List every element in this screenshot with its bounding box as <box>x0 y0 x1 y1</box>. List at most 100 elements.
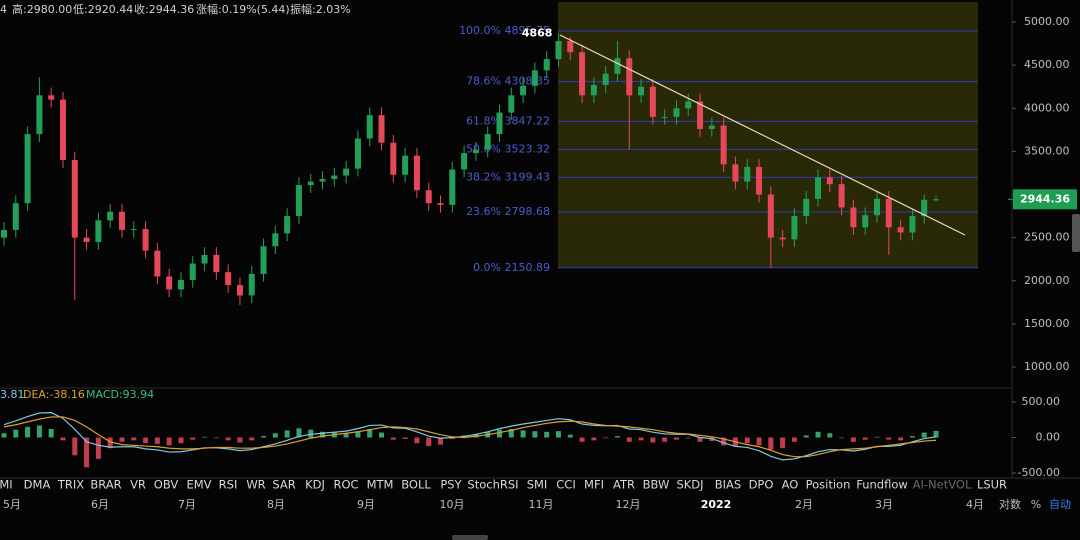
indicator-tab[interactable]: KDJ <box>305 478 325 492</box>
x-axis-label: 12月 <box>616 498 641 511</box>
candle-body <box>59 99 66 161</box>
macd-bar <box>673 437 679 440</box>
x-axis-label: 6月 <box>91 498 109 511</box>
macd-bar <box>815 431 821 438</box>
indicator-tab[interactable]: BRAR <box>90 478 121 492</box>
candle-body <box>36 95 43 135</box>
indicator-tab[interactable]: TRIX <box>57 478 84 492</box>
macd-bar <box>508 428 514 438</box>
indicator-tab[interactable]: SAR <box>272 478 295 492</box>
candle-body <box>638 86 645 96</box>
last-price-label: 2944.36 <box>1020 192 1070 205</box>
peak-label: 4868 <box>522 26 553 39</box>
candle-body <box>236 285 243 296</box>
candle-body <box>697 101 704 129</box>
indicator-tab[interactable]: ROC <box>333 478 358 492</box>
macd-bar <box>449 437 455 439</box>
scale-option[interactable]: 对数 <box>999 497 1021 511</box>
indicator-tab[interactable]: DMA <box>24 478 51 492</box>
candle-body <box>779 237 786 240</box>
candle-body <box>272 233 279 247</box>
indicator-tab[interactable]: MFI <box>584 478 604 492</box>
macd-bar <box>921 432 927 438</box>
trendline <box>559 34 966 236</box>
indicator-tab[interactable]: Position <box>806 478 851 492</box>
indicator-tab[interactable]: RSI <box>219 478 238 492</box>
indicator-tab[interactable]: PSY <box>440 478 462 492</box>
candle-body <box>626 58 633 96</box>
indicator-tab[interactable]: SMI <box>527 478 548 492</box>
candle-body <box>791 216 798 240</box>
candle-body <box>366 115 373 139</box>
macd-bar <box>390 437 396 440</box>
macd-bar <box>154 437 160 444</box>
candle-body <box>744 166 751 182</box>
candle-body <box>24 134 31 204</box>
indicator-tab[interactable]: MTM <box>367 478 394 492</box>
indicator-tab[interactable]: EMV <box>186 478 211 492</box>
candle-body <box>425 190 432 204</box>
candle-body <box>142 229 149 251</box>
indicator-tab[interactable]: SKDJ <box>676 478 703 492</box>
indicator-tab[interactable]: ATR <box>613 478 635 492</box>
indicator-tab[interactable]: VR <box>130 478 146 492</box>
indicator-tab[interactable]: AI-NetVOL <box>913 478 972 492</box>
macd-bar <box>685 437 691 439</box>
fib-label: 100.0% 4895.75 <box>459 24 550 37</box>
candle-body <box>295 185 302 217</box>
indicator-tab[interactable]: MI <box>0 478 13 492</box>
candle-body <box>732 164 739 182</box>
macd-bar <box>496 429 502 438</box>
side-handle[interactable] <box>1072 214 1080 252</box>
candle-body <box>107 211 114 221</box>
indicator-tab[interactable]: Fundflow <box>856 478 908 492</box>
candle-body <box>118 211 125 230</box>
y-tick-label: 4000.00 <box>1024 101 1070 114</box>
macd-bar <box>414 437 420 444</box>
indicator-tab[interactable]: CCI <box>556 478 575 492</box>
last-price-tag <box>1013 189 1077 210</box>
x-axis-label: 3月 <box>875 498 893 511</box>
macd-bar <box>626 437 632 442</box>
indicator-tab[interactable]: BOLL <box>401 478 431 492</box>
candle-body <box>260 246 267 274</box>
candle-body <box>284 216 291 234</box>
macd-bar <box>803 435 809 438</box>
indicator-tab[interactable]: DPO <box>749 478 774 492</box>
candle-body <box>909 216 916 233</box>
indicator-tab[interactable]: AO <box>782 478 799 492</box>
macd-bar <box>272 433 278 438</box>
candle-body <box>484 134 491 150</box>
indicator-tab[interactable]: BBW <box>643 478 670 492</box>
info-item: 收:2944.36 <box>134 2 194 16</box>
candle-body <box>921 199 928 217</box>
macd-bar <box>638 437 644 441</box>
indicator-tab[interactable]: WR <box>246 478 265 492</box>
macd-bar <box>84 437 90 468</box>
macd-bar <box>143 437 149 444</box>
candle-body <box>508 95 515 113</box>
candle-body <box>12 203 19 230</box>
macd-bar <box>862 437 868 440</box>
candle-body <box>602 73 609 85</box>
indicator-tab[interactable]: OBV <box>154 478 179 492</box>
info-item: 低:2920.44 <box>73 3 133 16</box>
candle-body <box>248 273 255 296</box>
candle-body <box>838 184 845 208</box>
macd-bar <box>379 432 385 438</box>
fib-label: 61.8% 3847.22 <box>466 114 550 127</box>
fib-label: 50.0% 3523.32 <box>466 142 550 155</box>
scale-option[interactable]: 自动 <box>1049 498 1071 511</box>
macd-legend: 3.81 <box>0 388 25 401</box>
macd-bar <box>367 428 373 438</box>
candle-body <box>708 125 715 129</box>
indicator-tab[interactable]: StochRSI <box>467 478 518 492</box>
macd-bar <box>426 437 432 447</box>
macd-bar <box>662 437 668 442</box>
scale-option[interactable]: % <box>1031 498 1041 511</box>
scroll-handle[interactable] <box>452 535 488 540</box>
indicator-tab[interactable]: LSUR <box>977 478 1007 492</box>
indicator-tab[interactable]: BIAS <box>715 478 741 492</box>
candle-body <box>354 138 361 169</box>
